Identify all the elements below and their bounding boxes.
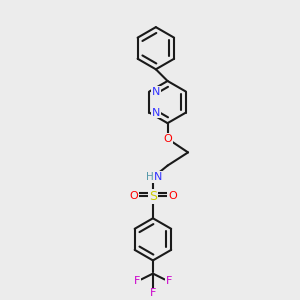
Text: N: N — [152, 108, 160, 118]
Text: O: O — [129, 191, 138, 201]
Text: F: F — [134, 276, 140, 286]
Text: F: F — [150, 289, 156, 298]
Text: H: H — [146, 172, 154, 182]
Text: S: S — [149, 190, 157, 203]
Text: O: O — [168, 191, 177, 201]
Text: O: O — [163, 134, 172, 144]
Text: F: F — [166, 276, 172, 286]
Text: N: N — [152, 86, 160, 97]
Text: N: N — [154, 172, 162, 182]
